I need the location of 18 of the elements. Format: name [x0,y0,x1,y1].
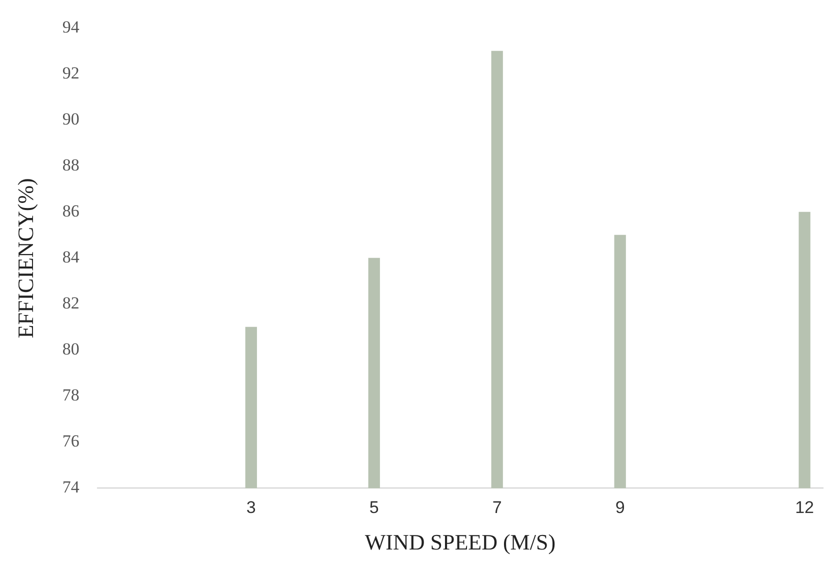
y-tick-label: 78 [62,386,80,405]
y-tick-label: 90 [62,110,80,129]
y-tick-label: 74 [62,478,80,497]
y-tick-label: 86 [62,202,80,221]
x-tick-label: 12 [795,498,814,518]
x-tick-label: 7 [492,498,502,518]
x-tick-label: 5 [369,498,379,518]
y-tick-label: 80 [62,340,80,359]
y-tick-label: 82 [62,294,80,313]
y-tick-label: 84 [62,248,80,267]
y-tick-label: 94 [62,18,80,37]
y-tick-label: 92 [62,64,80,83]
y-tick-label: 76 [62,432,80,451]
y-axis-title: EFFICIENCY(%) [12,178,38,338]
y-tick-label: 88 [62,156,80,175]
x-tick-label: 9 [615,498,625,518]
x-axis-title: WIND SPEED (M/S) [364,530,556,555]
x-tick-label: 3 [246,498,256,518]
